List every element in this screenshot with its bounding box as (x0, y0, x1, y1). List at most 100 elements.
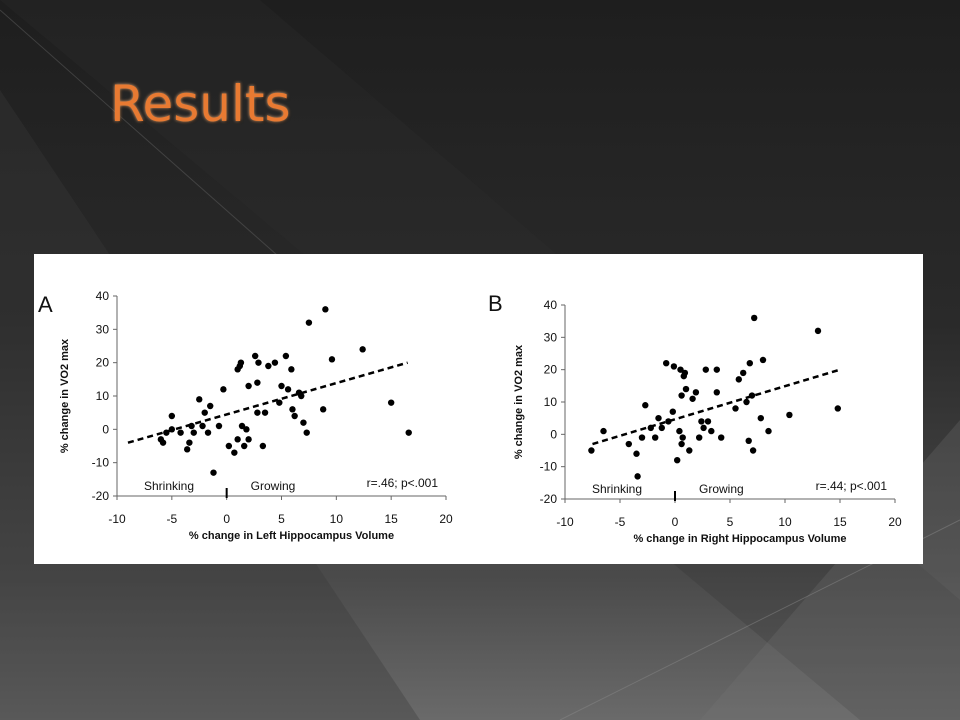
data-point (328, 356, 336, 363)
data-point (265, 362, 272, 370)
data-point (652, 434, 659, 441)
data-point (234, 436, 241, 443)
data-point (210, 469, 217, 476)
panel-letter: B (488, 291, 503, 316)
data-point (682, 385, 690, 393)
data-point (288, 366, 295, 373)
data-point (786, 411, 793, 419)
data-point (814, 327, 822, 335)
data-point (642, 402, 649, 409)
y-tick-label: 40 (544, 298, 558, 312)
data-point (254, 409, 261, 416)
data-point (732, 405, 739, 412)
data-point (743, 398, 750, 406)
data-point (359, 346, 366, 353)
x-tick-label: -5 (166, 512, 177, 526)
data-point (186, 439, 193, 446)
data-point (251, 352, 259, 360)
data-point (678, 440, 685, 448)
x-tick-label: 20 (439, 512, 453, 526)
y-axis-title: % change in VO2 max (59, 338, 71, 453)
y-tick-label: 10 (544, 395, 558, 409)
data-point (159, 439, 167, 446)
data-point (751, 314, 758, 322)
figure-svg: A -20 -10 0 10 20 30 40 -10 -5 0 5 10 15 20 Shrinking Gr… (38, 289, 902, 545)
data-point (305, 319, 313, 326)
x-tick-label: 10 (778, 515, 792, 529)
data-point (676, 427, 683, 435)
data-point (696, 434, 703, 441)
data-point (190, 429, 197, 436)
y-tick-label: -20 (92, 489, 110, 503)
scatter-chart-b: B -20 -10 0 10 20 30 40 -10 -5 0 5 10 15 20 Shrinking Gr… (488, 291, 902, 545)
data-point (261, 409, 269, 416)
slide-title: Results (110, 75, 291, 133)
stats-label: r=.46; p<.001 (367, 476, 439, 490)
data-point (655, 414, 662, 422)
data-point (658, 424, 665, 432)
x-tick-label: 15 (384, 512, 398, 526)
data-point (686, 447, 693, 454)
data-point (196, 396, 203, 403)
data-point (713, 366, 720, 373)
data-point (255, 359, 262, 366)
x-axis-title: % change in Left Hippocampus Volume (189, 530, 394, 542)
data-point (231, 449, 238, 456)
data-point (681, 369, 689, 377)
trendline (127, 361, 408, 444)
data-point (245, 436, 252, 443)
data-point (759, 356, 767, 364)
x-tick-label: 15 (833, 515, 847, 529)
data-point (600, 427, 607, 435)
data-point (670, 363, 678, 370)
data-point (692, 389, 700, 396)
y-tick-label: 0 (550, 427, 557, 441)
x-tick-label: -5 (615, 515, 626, 529)
y-tick-label: -10 (540, 460, 558, 474)
data-point (746, 360, 753, 367)
data-point (405, 429, 412, 436)
data-point (834, 405, 841, 412)
data-point (757, 414, 764, 422)
panel-letter: A (38, 292, 53, 317)
data-point (168, 412, 176, 420)
x-axis-title: % change in Right Hippocampus Volume (633, 533, 846, 545)
growing-label: Growing (251, 479, 296, 493)
data-point (708, 427, 715, 435)
stats-label: r=.44; p<.001 (816, 479, 888, 493)
data-point (237, 359, 245, 366)
y-tick-label: 30 (96, 322, 110, 336)
y-tick-label: 20 (96, 356, 110, 370)
data-point (303, 429, 310, 436)
data-point (183, 446, 191, 453)
data-point (243, 426, 250, 433)
data-point (188, 422, 195, 430)
data-point (679, 434, 686, 441)
data-point (245, 382, 252, 390)
shrinking-label: Shrinking (144, 479, 194, 493)
data-point (225, 442, 233, 450)
data-point (740, 369, 747, 377)
data-point (677, 366, 684, 373)
data-point (663, 360, 670, 367)
x-tick-label: 10 (330, 512, 344, 526)
data-point (665, 418, 672, 425)
data-point (765, 427, 772, 435)
data-point (698, 418, 705, 425)
x-tick-label: 0 (672, 515, 679, 529)
x-tick-label: 5 (727, 515, 734, 529)
shrinking-label: Shrinking (592, 482, 642, 496)
trendline (592, 368, 841, 446)
data-point (735, 376, 742, 383)
y-tick-label: -20 (540, 492, 558, 506)
x-tick-label: 20 (888, 515, 902, 529)
y-tick-label: 30 (544, 330, 558, 344)
data-point (689, 395, 696, 402)
y-tick-label: -10 (92, 456, 110, 470)
y-tick-label: 20 (544, 363, 558, 377)
data-point (748, 392, 756, 399)
data-point (387, 399, 395, 406)
data-point (199, 422, 206, 430)
data-point (638, 434, 646, 441)
data-point (201, 409, 208, 416)
